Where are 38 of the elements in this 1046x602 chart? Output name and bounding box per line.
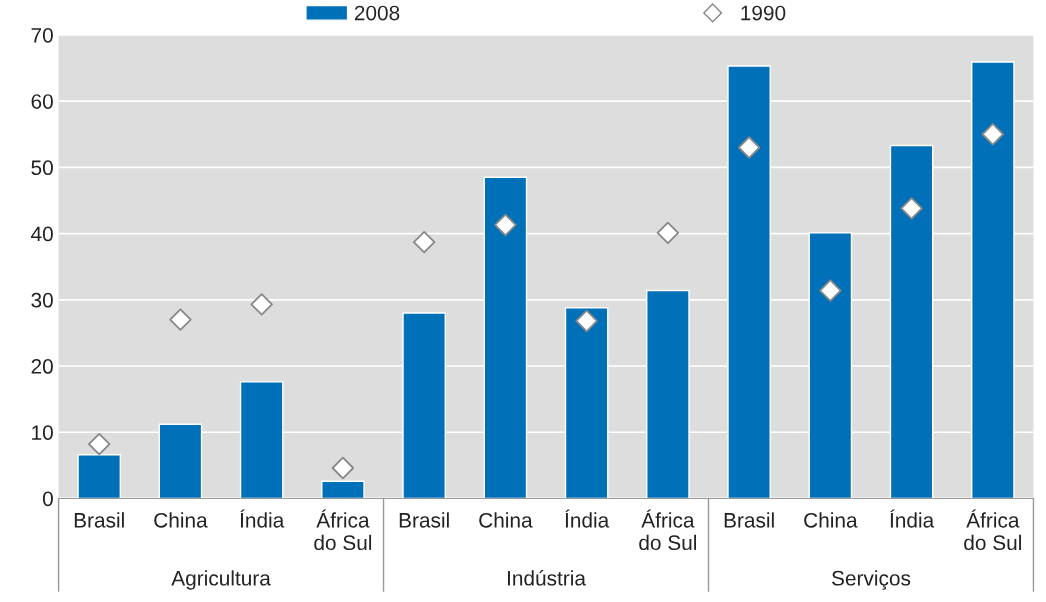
bar xyxy=(321,480,365,499)
text: Indústria xyxy=(507,570,586,586)
x-tick-label: Brasil xyxy=(399,512,449,528)
point xyxy=(494,213,517,237)
point xyxy=(87,432,111,456)
y-tick-label: 0 xyxy=(42,491,53,507)
x-tick-label: África do Sul xyxy=(314,509,372,551)
x-tick-label: China xyxy=(154,512,208,528)
y-tick-label: 60 xyxy=(31,94,53,109)
point xyxy=(575,309,598,333)
x-tick-label: China xyxy=(804,512,858,528)
text: Serviços xyxy=(831,570,911,590)
y-tick-label: 40 xyxy=(31,226,53,242)
y-tick-label: 10 xyxy=(32,425,53,440)
x-tick-label: Índia xyxy=(890,509,935,528)
x-tick-label: Índia xyxy=(240,509,285,528)
point xyxy=(656,221,680,245)
legend-label: 1990 xyxy=(741,5,786,21)
point xyxy=(900,197,923,220)
y-tick-label: 20 xyxy=(31,359,53,374)
y-tick-label: 70 xyxy=(31,27,53,43)
x-tick-label: Índia xyxy=(565,509,610,528)
point xyxy=(169,308,192,331)
point xyxy=(331,456,355,480)
x-tick-label: Brasil xyxy=(74,512,124,528)
point xyxy=(250,293,273,316)
x-tick-label: África do Sul xyxy=(964,509,1021,551)
point xyxy=(981,123,1005,146)
text: Agricultura xyxy=(171,570,271,590)
point xyxy=(819,279,842,302)
x-tick-label: Brasil xyxy=(724,512,774,528)
y-tick-label: 30 xyxy=(31,292,53,308)
point xyxy=(412,230,436,254)
x-tick-label: África do Sul xyxy=(639,509,697,551)
point xyxy=(737,136,761,159)
y-tick-label: 50 xyxy=(31,160,53,176)
x-tick-label: China xyxy=(479,512,533,528)
legend-label: 2008 xyxy=(354,5,400,21)
